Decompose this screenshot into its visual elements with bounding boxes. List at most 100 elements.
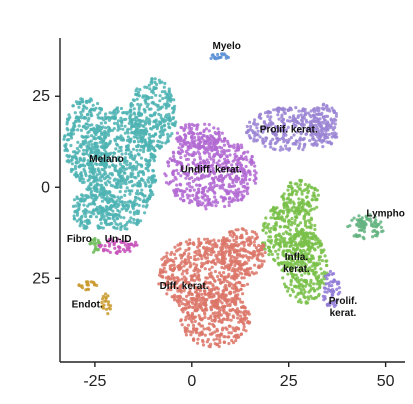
data-point — [160, 90, 164, 94]
data-point — [91, 155, 95, 159]
data-point — [99, 217, 103, 221]
data-point — [207, 147, 211, 151]
data-point — [313, 227, 317, 232]
data-point — [99, 162, 104, 166]
data-point — [227, 291, 231, 295]
data-point — [94, 176, 98, 180]
data-point — [237, 177, 241, 181]
data-point — [133, 112, 137, 116]
data-point — [235, 307, 240, 311]
data-point — [216, 127, 220, 131]
data-point — [278, 148, 282, 152]
data-point — [289, 283, 293, 287]
data-point — [222, 340, 226, 344]
data-point — [253, 181, 257, 185]
data-point — [116, 178, 120, 182]
data-point — [166, 288, 170, 292]
data-point — [200, 195, 204, 199]
data-point — [211, 331, 215, 335]
data-point — [280, 136, 284, 140]
data-point — [182, 141, 186, 146]
data-point — [172, 154, 176, 159]
data-point — [323, 295, 327, 299]
data-point — [239, 163, 243, 167]
data-point — [210, 318, 214, 323]
x-tick-label: -25 — [83, 373, 106, 390]
data-point — [253, 118, 257, 122]
data-point — [183, 326, 187, 330]
data-point — [216, 163, 220, 167]
data-point — [177, 268, 181, 272]
data-point — [101, 226, 105, 230]
data-point — [152, 125, 156, 129]
data-point — [197, 240, 201, 244]
data-point — [315, 142, 319, 146]
data-point — [300, 273, 304, 277]
data-point — [239, 241, 244, 245]
data-point — [312, 207, 316, 211]
data-point — [65, 138, 70, 142]
data-point — [197, 237, 201, 241]
data-point — [307, 290, 311, 294]
data-point — [213, 143, 217, 148]
data-point — [232, 269, 236, 273]
data-point — [143, 194, 147, 198]
data-point — [239, 287, 243, 291]
data-point — [230, 269, 234, 273]
data-point — [103, 121, 108, 125]
data-point — [269, 142, 273, 146]
data-point — [283, 243, 287, 248]
data-point — [206, 253, 210, 257]
data-point — [293, 241, 298, 245]
data-point — [261, 125, 265, 129]
data-point — [295, 190, 299, 194]
data-point — [189, 167, 193, 171]
data-point — [116, 119, 121, 123]
data-point — [147, 196, 151, 200]
data-point — [229, 177, 233, 181]
data-point — [84, 214, 88, 219]
data-point — [115, 239, 119, 244]
data-point — [235, 195, 239, 200]
data-point — [90, 123, 94, 127]
data-point — [357, 228, 362, 232]
data-point — [167, 89, 171, 93]
data-point — [76, 201, 80, 205]
data-point — [245, 182, 249, 186]
data-point — [73, 167, 78, 171]
data-point — [254, 246, 258, 250]
data-point — [173, 175, 177, 179]
data-point — [83, 171, 88, 176]
y-tick-label: 25 — [32, 88, 50, 105]
data-point — [376, 223, 380, 227]
data-point — [124, 208, 128, 213]
data-point — [225, 237, 229, 241]
data-point — [238, 314, 243, 318]
data-point — [150, 114, 154, 118]
data-point — [104, 126, 108, 130]
data-point — [84, 116, 88, 120]
data-point — [176, 171, 180, 176]
data-point — [290, 273, 295, 277]
data-point — [313, 289, 317, 293]
data-point — [115, 251, 119, 255]
data-point — [204, 249, 208, 253]
data-point — [240, 193, 244, 197]
data-point — [309, 294, 313, 298]
data-point — [92, 208, 96, 212]
data-point — [308, 139, 312, 143]
data-point — [146, 95, 150, 100]
data-point — [253, 237, 257, 241]
data-point — [198, 157, 202, 161]
data-point — [203, 333, 207, 337]
data-point — [147, 163, 152, 167]
data-point — [327, 284, 331, 288]
data-point — [80, 284, 84, 288]
data-point — [257, 115, 262, 119]
data-point — [246, 250, 250, 254]
data-point — [91, 250, 96, 254]
data-point — [218, 271, 222, 275]
data-point — [148, 188, 152, 192]
data-point — [136, 144, 140, 149]
data-point — [186, 196, 190, 200]
